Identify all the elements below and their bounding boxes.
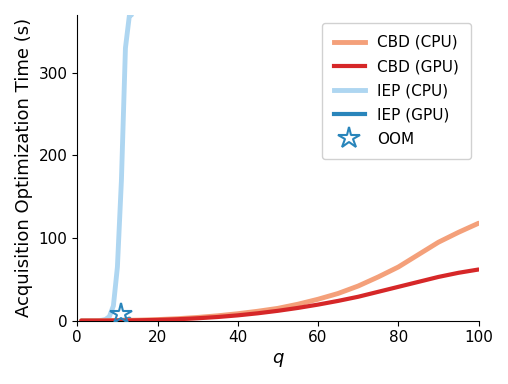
CBD (CPU) — [335, 291, 341, 296]
Line: IEP (GPU): IEP (GPU) — [81, 319, 130, 321]
IEP (CPU) — [110, 303, 116, 308]
CBD (GPU) — [375, 290, 382, 294]
CBD (CPU) — [195, 315, 201, 320]
IEP (CPU) — [122, 46, 129, 50]
CBD (GPU) — [135, 318, 141, 323]
CBD (GPU) — [475, 267, 482, 272]
Y-axis label: Acquisition Optimization Time (s): Acquisition Optimization Time (s) — [15, 18, 33, 318]
IEP (GPU) — [114, 318, 120, 323]
CBD (GPU) — [114, 318, 120, 323]
X-axis label: $q$: $q$ — [272, 351, 284, 369]
CBD (GPU) — [295, 306, 301, 310]
CBD (GPU) — [94, 318, 101, 323]
CBD (CPU) — [475, 221, 482, 225]
IEP (GPU) — [106, 318, 112, 323]
CBD (CPU) — [315, 297, 321, 301]
IEP (CPU) — [114, 265, 120, 269]
CBD (GPU) — [235, 313, 241, 318]
IEP (CPU) — [78, 318, 84, 323]
IEP (CPU) — [90, 318, 97, 323]
CBD (GPU) — [275, 308, 281, 313]
CBD (GPU) — [335, 299, 341, 303]
CBD (CPU) — [416, 252, 422, 257]
CBD (CPU) — [235, 311, 241, 316]
CBD (CPU) — [355, 284, 361, 288]
CBD (GPU) — [215, 315, 221, 319]
IEP (GPU) — [82, 318, 88, 323]
IEP (CPU) — [99, 318, 105, 323]
CBD (GPU) — [395, 285, 401, 289]
IEP (CPU) — [86, 318, 92, 323]
IEP (CPU) — [102, 317, 108, 322]
CBD (CPU) — [215, 313, 221, 318]
CBD (CPU) — [94, 318, 101, 323]
CBD (GPU) — [78, 318, 84, 323]
CBD (GPU) — [255, 311, 261, 316]
CBD (GPU) — [175, 317, 181, 321]
IEP (GPU) — [102, 318, 108, 323]
CBD (CPU) — [135, 318, 141, 323]
IEP (GPU) — [118, 318, 124, 323]
CBD (GPU) — [355, 295, 361, 299]
IEP (GPU) — [78, 318, 84, 323]
CBD (CPU) — [175, 316, 181, 321]
CBD (CPU) — [395, 265, 401, 269]
IEP (CPU) — [126, 13, 133, 17]
Line: IEP (CPU): IEP (CPU) — [81, 15, 132, 321]
CBD (CPU) — [255, 309, 261, 313]
CBD (GPU) — [154, 318, 161, 322]
CBD (CPU) — [435, 240, 441, 245]
IEP (CPU) — [129, 13, 135, 17]
CBD (CPU) — [456, 230, 462, 235]
CBD (CPU) — [78, 318, 84, 323]
IEP (GPU) — [94, 318, 101, 323]
CBD (CPU) — [375, 275, 382, 279]
CBD (GPU) — [456, 270, 462, 275]
IEP (CPU) — [118, 178, 124, 182]
CBD (GPU) — [435, 275, 441, 279]
IEP (GPU) — [126, 316, 133, 321]
Legend: CBD (CPU), CBD (GPU), IEP (CPU), IEP (GPU), OOM: CBD (CPU), CBD (GPU), IEP (CPU), IEP (GP… — [322, 23, 471, 159]
IEP (GPU) — [90, 318, 97, 323]
Line: CBD (GPU): CBD (GPU) — [81, 270, 479, 321]
IEP (CPU) — [82, 318, 88, 323]
IEP (GPU) — [110, 318, 116, 323]
Line: CBD (CPU): CBD (CPU) — [81, 223, 479, 321]
CBD (GPU) — [195, 316, 201, 321]
CBD (GPU) — [315, 302, 321, 307]
CBD (CPU) — [295, 302, 301, 306]
IEP (CPU) — [106, 314, 112, 319]
IEP (GPU) — [122, 318, 129, 322]
CBD (CPU) — [275, 306, 281, 311]
CBD (GPU) — [416, 280, 422, 284]
IEP (CPU) — [94, 318, 101, 323]
IEP (GPU) — [86, 318, 92, 323]
CBD (CPU) — [154, 317, 161, 322]
IEP (GPU) — [99, 318, 105, 323]
CBD (CPU) — [114, 318, 120, 323]
